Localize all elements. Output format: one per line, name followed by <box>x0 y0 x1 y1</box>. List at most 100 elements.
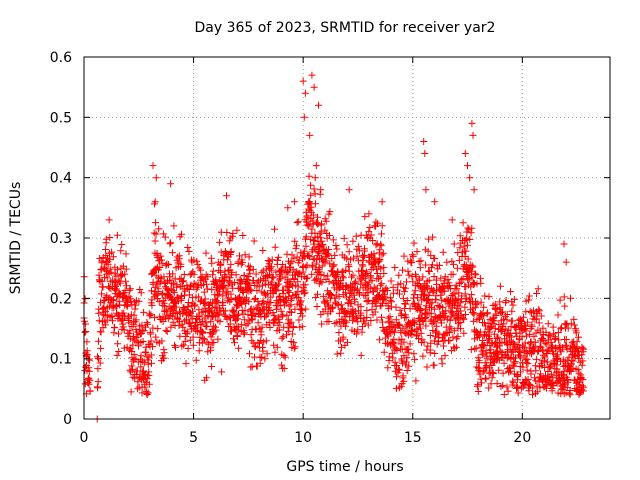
data-point <box>540 357 548 365</box>
data-point <box>402 313 410 321</box>
data-point <box>173 294 181 302</box>
data-point <box>262 291 270 299</box>
data-point <box>337 349 345 357</box>
data-point <box>240 271 248 279</box>
data-point <box>95 337 102 345</box>
data-point <box>295 256 303 264</box>
data-point <box>259 247 267 254</box>
data-point <box>450 260 457 268</box>
data-point <box>434 265 442 273</box>
data-point <box>279 333 287 341</box>
data-point <box>531 374 538 382</box>
data-point <box>159 230 167 238</box>
data-point <box>256 359 264 367</box>
data-point <box>169 270 177 278</box>
data-point <box>304 252 312 260</box>
data-point <box>196 333 204 341</box>
data-point <box>203 374 211 382</box>
data-point <box>155 298 163 306</box>
data-point <box>301 289 309 297</box>
data-point <box>121 270 129 278</box>
data-point <box>288 330 296 338</box>
data-point <box>132 316 140 324</box>
data-point <box>562 341 570 349</box>
data-point <box>427 339 435 347</box>
data-point <box>240 316 248 324</box>
data-point <box>393 373 400 381</box>
data-point <box>472 327 480 335</box>
data-point <box>294 283 302 291</box>
data-point <box>151 237 159 245</box>
data-point <box>286 308 294 316</box>
data-point <box>402 300 409 308</box>
data-point <box>436 261 443 269</box>
data-point <box>305 172 313 180</box>
data-point <box>361 213 369 221</box>
data-point <box>209 267 217 275</box>
data-point <box>392 385 400 393</box>
data-point <box>492 312 500 319</box>
data-point <box>580 383 587 391</box>
data-point <box>340 274 348 282</box>
data-point <box>399 324 407 332</box>
data-point <box>280 352 288 359</box>
data-point <box>455 256 463 264</box>
data-point <box>354 285 361 293</box>
data-point <box>543 340 551 348</box>
data-point <box>207 333 215 341</box>
data-point <box>255 301 263 309</box>
data-point <box>242 300 250 308</box>
data-point <box>403 297 411 304</box>
data-point <box>95 355 102 362</box>
data-point <box>543 350 551 358</box>
data-point <box>417 306 425 314</box>
data-point <box>554 329 562 336</box>
data-point <box>94 365 102 373</box>
data-point <box>249 265 257 273</box>
data-point <box>273 305 281 313</box>
data-point <box>495 321 503 329</box>
data-point <box>349 237 357 245</box>
data-point <box>269 273 277 281</box>
data-point <box>468 119 476 127</box>
data-point <box>156 264 164 271</box>
data-point <box>283 331 290 339</box>
data-point <box>112 286 120 294</box>
data-point <box>373 285 381 293</box>
data-point <box>411 356 419 364</box>
data-point <box>303 274 311 282</box>
data-point <box>302 242 310 250</box>
data-point <box>452 281 460 289</box>
data-point <box>296 298 304 306</box>
data-point <box>513 382 521 390</box>
data-point <box>115 297 123 305</box>
data-point <box>456 319 464 326</box>
data-point <box>203 285 211 293</box>
data-point <box>326 208 334 216</box>
data-point <box>82 328 90 335</box>
data-point <box>152 219 160 227</box>
data-point <box>129 365 136 373</box>
data-point <box>455 289 463 297</box>
data-point <box>333 245 341 253</box>
data-point <box>303 212 311 220</box>
data-point <box>347 300 355 308</box>
data-point <box>183 328 191 336</box>
data-point <box>134 385 142 393</box>
y-tick-label: 0.6 <box>50 50 72 66</box>
data-point <box>298 323 306 331</box>
data-point <box>296 269 304 277</box>
data-point <box>318 262 326 270</box>
data-point <box>404 267 412 275</box>
x-axis-label: GPS time / hours <box>286 459 403 475</box>
data-point <box>487 380 495 388</box>
data-point <box>259 267 267 275</box>
data-point <box>120 309 128 317</box>
data-point <box>527 370 535 378</box>
data-point <box>277 307 285 315</box>
data-point <box>503 383 511 391</box>
data-point <box>241 329 248 337</box>
data-point <box>167 285 175 293</box>
data-point <box>459 275 467 283</box>
data-point <box>372 241 380 249</box>
